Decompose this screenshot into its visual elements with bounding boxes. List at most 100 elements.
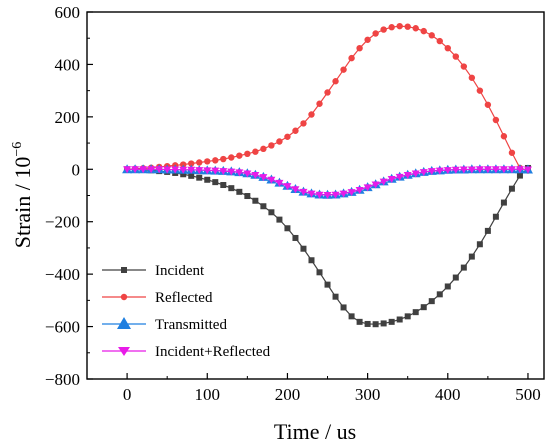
data-point bbox=[476, 241, 483, 248]
data-point bbox=[235, 169, 244, 177]
data-point bbox=[307, 190, 316, 198]
data-point bbox=[188, 172, 195, 179]
data-point bbox=[187, 166, 196, 174]
data-point bbox=[171, 166, 180, 174]
data-point bbox=[204, 158, 211, 165]
y-tick-label: −600 bbox=[45, 318, 80, 337]
data-point bbox=[347, 189, 356, 197]
data-point bbox=[252, 148, 259, 155]
data-point bbox=[404, 23, 411, 30]
data-point bbox=[300, 120, 307, 127]
data-point bbox=[276, 138, 283, 145]
legend-item: Reflected bbox=[102, 290, 213, 306]
data-point bbox=[300, 245, 307, 252]
data-point bbox=[387, 175, 396, 183]
data-point bbox=[444, 283, 451, 290]
data-point bbox=[507, 166, 516, 174]
data-point bbox=[259, 174, 268, 182]
legend-item: Transmitted bbox=[102, 317, 227, 333]
data-point bbox=[484, 227, 491, 234]
data-point bbox=[452, 53, 460, 60]
y-tick-label: 0 bbox=[72, 160, 81, 179]
data-point bbox=[428, 32, 435, 39]
data-point bbox=[236, 188, 243, 195]
legend-marker bbox=[120, 293, 128, 301]
y-tick-label: 200 bbox=[55, 108, 81, 127]
data-point bbox=[468, 74, 476, 81]
data-point bbox=[188, 160, 195, 167]
data-point bbox=[356, 318, 363, 325]
data-point bbox=[371, 181, 380, 189]
axis-ticks: 0 100 200 300 400 500 600 400 200 0 −200 −400 −600 −8… bbox=[45, 3, 541, 404]
data-point bbox=[276, 216, 283, 223]
legend-marker bbox=[117, 317, 131, 329]
data-point bbox=[339, 190, 348, 198]
data-point bbox=[484, 101, 492, 108]
data-point bbox=[244, 193, 251, 200]
data-point bbox=[492, 116, 500, 124]
plot-data-layer bbox=[122, 22, 533, 328]
data-point bbox=[388, 24, 395, 31]
data-point bbox=[308, 111, 315, 118]
data-point bbox=[220, 155, 227, 163]
data-point bbox=[459, 166, 468, 174]
x-tick-label: 400 bbox=[435, 385, 461, 404]
data-point bbox=[220, 182, 227, 189]
data-point bbox=[436, 291, 443, 298]
data-point bbox=[500, 133, 508, 140]
data-point bbox=[267, 176, 276, 184]
data-point bbox=[356, 44, 363, 52]
data-point bbox=[227, 168, 236, 176]
data-point bbox=[212, 179, 219, 186]
data-point bbox=[364, 36, 371, 43]
y-tick-label: −200 bbox=[45, 213, 80, 232]
x-axis-title: Time / us bbox=[274, 419, 356, 444]
data-point bbox=[283, 183, 292, 191]
legend-marker bbox=[121, 267, 127, 273]
data-point bbox=[412, 25, 419, 32]
data-point bbox=[155, 166, 164, 174]
data-point bbox=[268, 209, 275, 216]
data-point bbox=[180, 171, 187, 178]
data-point bbox=[340, 304, 347, 311]
data-point bbox=[355, 186, 364, 194]
data-point bbox=[508, 149, 516, 156]
data-point bbox=[492, 213, 499, 220]
data-point bbox=[452, 274, 459, 281]
data-point bbox=[348, 313, 355, 320]
data-point bbox=[284, 133, 291, 140]
data-point bbox=[395, 173, 404, 181]
data-point bbox=[348, 54, 355, 62]
data-point bbox=[467, 166, 476, 174]
data-point bbox=[275, 179, 284, 187]
data-point bbox=[364, 320, 371, 327]
data-point bbox=[483, 166, 492, 174]
data-point bbox=[324, 281, 331, 288]
data-point bbox=[380, 320, 387, 327]
data-point bbox=[380, 26, 387, 33]
series-0 bbox=[124, 164, 531, 328]
data-point bbox=[260, 145, 267, 153]
data-point bbox=[412, 309, 419, 316]
legend: Incident Reflected Transmitted Incident+Ref… bbox=[102, 263, 271, 360]
data-point bbox=[291, 186, 300, 194]
data-point bbox=[268, 142, 275, 149]
data-point bbox=[195, 167, 204, 175]
legend-label: Transmitted bbox=[155, 317, 227, 333]
data-point bbox=[363, 184, 372, 192]
data-point bbox=[475, 166, 484, 174]
series-1 bbox=[123, 22, 532, 174]
data-point bbox=[284, 225, 291, 232]
data-point bbox=[299, 188, 308, 196]
data-point bbox=[451, 166, 460, 174]
y-axis-title: Strain / 10−6 bbox=[10, 142, 35, 249]
legend-marker bbox=[118, 347, 130, 356]
data-point bbox=[499, 166, 508, 174]
data-point bbox=[332, 78, 339, 85]
data-point bbox=[260, 203, 267, 210]
data-point bbox=[332, 293, 339, 300]
x-tick-label: 200 bbox=[275, 385, 301, 404]
series-3 bbox=[123, 166, 532, 199]
data-point bbox=[196, 159, 203, 166]
